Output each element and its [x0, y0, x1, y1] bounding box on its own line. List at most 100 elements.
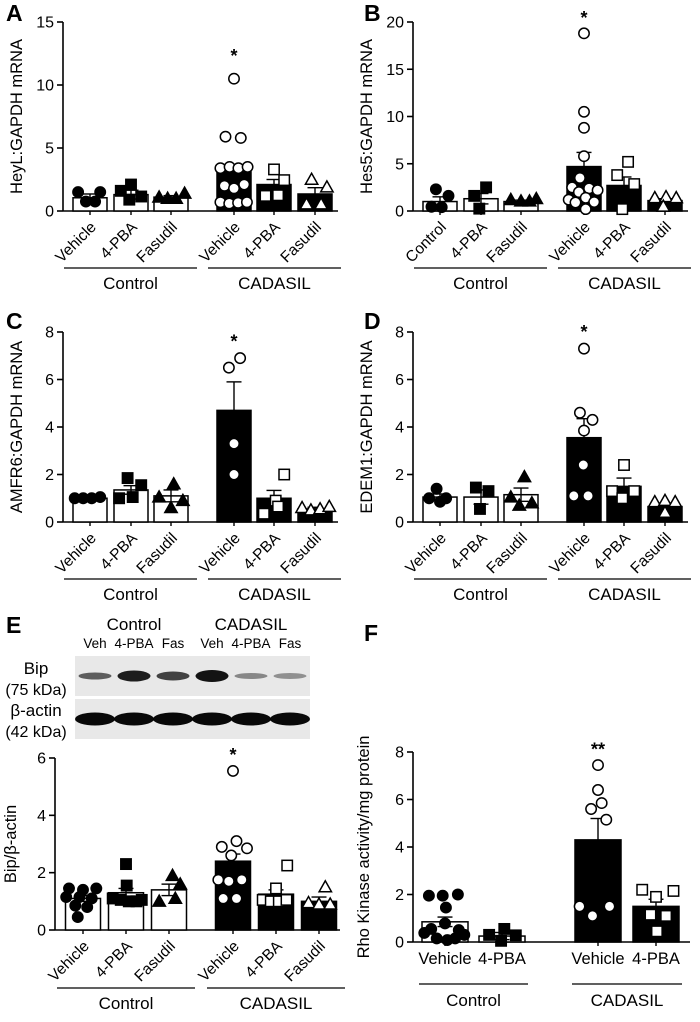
panel-E-chart: Control CADASIL Veh 4-PBA Fas Veh 4-PBA Fas Bip (…: [2, 615, 345, 1013]
y-tick-label: 4: [37, 808, 46, 825]
data-point-open-circle: [218, 179, 231, 192]
data-point-filled-circle: [436, 889, 449, 902]
data-point-open-circle: [600, 813, 613, 826]
data-point-filled-circle: [81, 901, 94, 914]
blot-header: Control: [107, 615, 162, 634]
x-tick-label: Fasudil: [627, 530, 674, 577]
data-point-filled-square: [498, 922, 511, 935]
data-point-open-circle: [240, 196, 253, 209]
y-tick-label: 2: [37, 865, 46, 882]
data-point-filled-triangle: [151, 189, 167, 203]
data-point-filled-square: [125, 178, 137, 191]
data-point-open-circle: [241, 842, 253, 855]
blot-band: [156, 671, 190, 681]
y-tick-label: 2: [395, 467, 404, 484]
data-point-open-circle: [588, 196, 601, 208]
data-point-open-circle: [234, 352, 247, 365]
y-tick-label: 2: [395, 887, 404, 904]
data-point-filled-square: [120, 879, 133, 892]
group-label: Control: [453, 585, 508, 604]
blot-band: [117, 670, 151, 682]
panel-C: 0 2 4 6 8 AMFR6:GAPDH mRNA Vehicle 4-PBA Fasudil…: [0, 300, 350, 610]
data-point-filled-square: [482, 485, 495, 498]
data-point-open-square: [268, 163, 280, 176]
data-point-open-square: [636, 883, 649, 896]
data-point-filled-triangle: [528, 190, 544, 205]
y-tick-label: 10: [36, 78, 54, 95]
x-tick-label: Fasudil: [277, 530, 324, 577]
y-tick-label: 4: [395, 840, 404, 857]
data-point-open-circle: [230, 835, 243, 848]
blot-lane-label: Veh: [83, 636, 106, 651]
data-point-open-triangle: [319, 179, 335, 193]
blot-band: [153, 712, 193, 726]
x-tick-label: Vehicle: [196, 530, 243, 577]
panel-E: Control CADASIL Veh 4-PBA Fas Veh 4-PBA Fas Bip (…: [0, 610, 350, 1022]
data-point-filled-circle: [71, 911, 84, 924]
blot-band: [78, 672, 112, 680]
x-tick-label: Fasudil: [281, 938, 328, 985]
panel-D-letter: D: [364, 308, 381, 334]
data-point-open-triangle: [658, 189, 674, 203]
y-tick-label: 5: [45, 141, 54, 158]
data-point-filled-circle: [72, 186, 85, 199]
y-axis-title: HeyL:GAPDH mRNA: [8, 39, 26, 194]
y-tick-label: 0: [395, 515, 404, 532]
panel-E-letter: E: [6, 612, 22, 638]
y-tick-label: 0: [37, 923, 46, 940]
data-point-open-triangle: [311, 896, 327, 910]
x-tick-label: Fasudil: [483, 219, 530, 266]
group-label: CADASIL: [240, 994, 313, 1013]
data-point-open-circle: [235, 873, 248, 886]
data-point-filled-triangle: [165, 867, 180, 882]
data-point-open-circle: [573, 171, 586, 184]
x-tick-label: 4-PBA: [92, 937, 136, 981]
y-tick-label: 5: [395, 156, 404, 173]
y-tick-label: 8: [395, 745, 404, 762]
data-point-open-circle: [215, 840, 228, 853]
significance-marker: *: [580, 8, 587, 28]
data-point-filled-square: [509, 929, 522, 942]
data-point-open-square: [257, 507, 270, 520]
data-point-open-circle: [579, 203, 592, 216]
data-point-open-circle: [582, 489, 595, 502]
data-point-open-circle: [238, 178, 251, 191]
data-point-filled-square: [469, 481, 482, 494]
blot-row-sublabel: (75 kDa): [5, 682, 66, 699]
y-tick-label: 0: [395, 204, 404, 221]
data-point-filled-square: [474, 502, 486, 515]
group-label: Control: [453, 274, 508, 293]
significance-marker: *: [230, 46, 237, 66]
data-point-open-circle: [578, 150, 590, 163]
data-point-filled-triangle: [163, 500, 179, 514]
panel-F-letter: F: [364, 620, 379, 646]
data-point-open-square: [278, 174, 291, 187]
data-point-filled-square: [126, 491, 139, 504]
group-label: CADASIL: [591, 991, 664, 1010]
data-point-filled-triangle: [516, 469, 532, 483]
data-point-filled-circle: [451, 888, 464, 901]
y-tick-label: 15: [386, 62, 404, 79]
blot-band: [195, 670, 229, 682]
blot-row-sublabel: (42 kDa): [5, 724, 66, 741]
y-tick-label: 6: [37, 751, 46, 768]
data-point-open-circle: [219, 130, 232, 143]
data-point-open-circle: [578, 121, 590, 134]
panel-C-letter: C: [6, 308, 23, 334]
x-tick-label: 4-PBA: [240, 529, 284, 573]
data-point-filled-triangle: [151, 489, 167, 503]
data-point-open-square: [616, 492, 629, 505]
x-tick-label: Fasudil: [131, 938, 178, 985]
data-point-filled-square: [113, 492, 126, 505]
data-point-open-circle: [573, 900, 586, 913]
y-tick-label: 0: [45, 204, 54, 221]
y-tick-label: 2: [45, 467, 54, 484]
data-point-open-circle: [228, 72, 240, 85]
data-point-open-circle: [578, 27, 590, 40]
data-point-open-triangle: [301, 895, 316, 909]
data-point-filled-triangle: [177, 185, 193, 199]
blot-strip: [75, 656, 310, 696]
data-point-open-triangle: [668, 190, 684, 204]
